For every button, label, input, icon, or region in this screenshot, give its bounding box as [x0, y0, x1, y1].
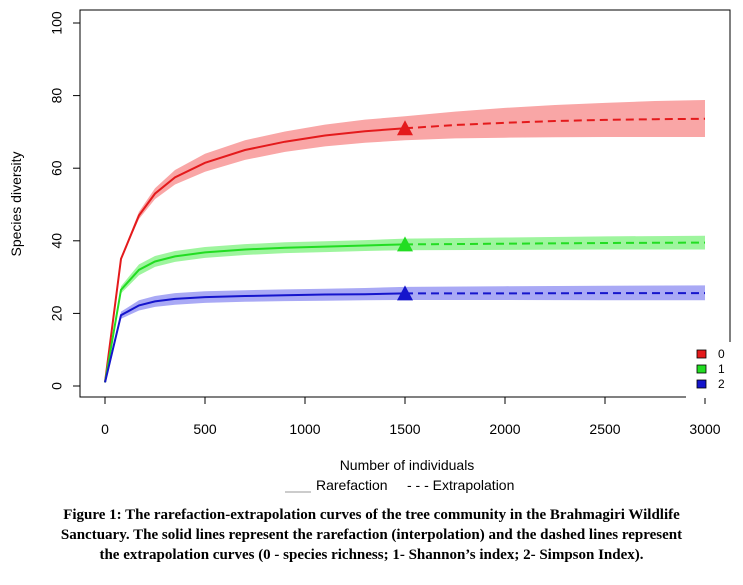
y-tick-label: 80: [49, 88, 65, 104]
extrapolation-line-1: [404, 241, 706, 246]
legend-swatch-1: [696, 364, 707, 374]
ci-band-2: [105, 285, 705, 383]
x-axis-label: Number of individuals: [340, 457, 475, 473]
ci-band-0: [105, 100, 705, 383]
rarefaction-line-2: [104, 292, 406, 383]
x-tick-label: 1500: [389, 421, 420, 437]
caption-line-3: the extrapolation curves (0 - species ri…: [99, 547, 644, 563]
x-tick-label: 500: [193, 421, 217, 437]
x-tick-label: 2000: [489, 421, 520, 437]
legend-label-1: 1: [718, 362, 725, 376]
y-tick-label: 0: [49, 382, 65, 390]
figure-caption: Figure 1: The rarefaction-extrapolation …: [0, 505, 743, 565]
legend: 012: [686, 342, 732, 398]
legend-label-0: 0: [718, 347, 725, 361]
observed-marker-1: [397, 236, 413, 252]
caption-line-2: Sanctuary. The solid lines represent the…: [60, 527, 683, 543]
extrapolation-legend-label: - - - Extrapolation: [407, 477, 514, 493]
legend-swatch-2: [696, 379, 707, 389]
x-tick-label: 2500: [589, 421, 620, 437]
caption-line-1: Figure 1: The rarefaction-extrapolation …: [63, 507, 680, 523]
x-tick-label: 0: [101, 421, 109, 437]
y-tick-label: 40: [49, 233, 65, 249]
x-tick-label: 1000: [289, 421, 320, 437]
y-tick-label: 100: [49, 11, 65, 35]
rarefaction-line-1: [104, 243, 406, 383]
legend-box: [686, 342, 732, 398]
extrapolation-line-0: [404, 117, 706, 130]
rarefaction-legend-label: Rarefaction: [316, 477, 388, 493]
legend-label-2: 2: [718, 377, 725, 391]
x-tick-label: 3000: [689, 421, 720, 437]
legend-swatch-0: [696, 349, 707, 359]
plot-frame: [79, 9, 731, 398]
y-tick-label: 20: [49, 305, 65, 321]
ci-band-1: [105, 235, 705, 383]
rarefaction-line-0: [104, 127, 406, 383]
line-type-legend: Rarefaction - - - Extrapolation: [285, 477, 514, 493]
y-tick-label: 60: [49, 160, 65, 176]
observed-marker-0: [397, 120, 413, 136]
observed-marker-2: [397, 285, 413, 301]
y-axis-label: Species diversity: [8, 151, 24, 256]
